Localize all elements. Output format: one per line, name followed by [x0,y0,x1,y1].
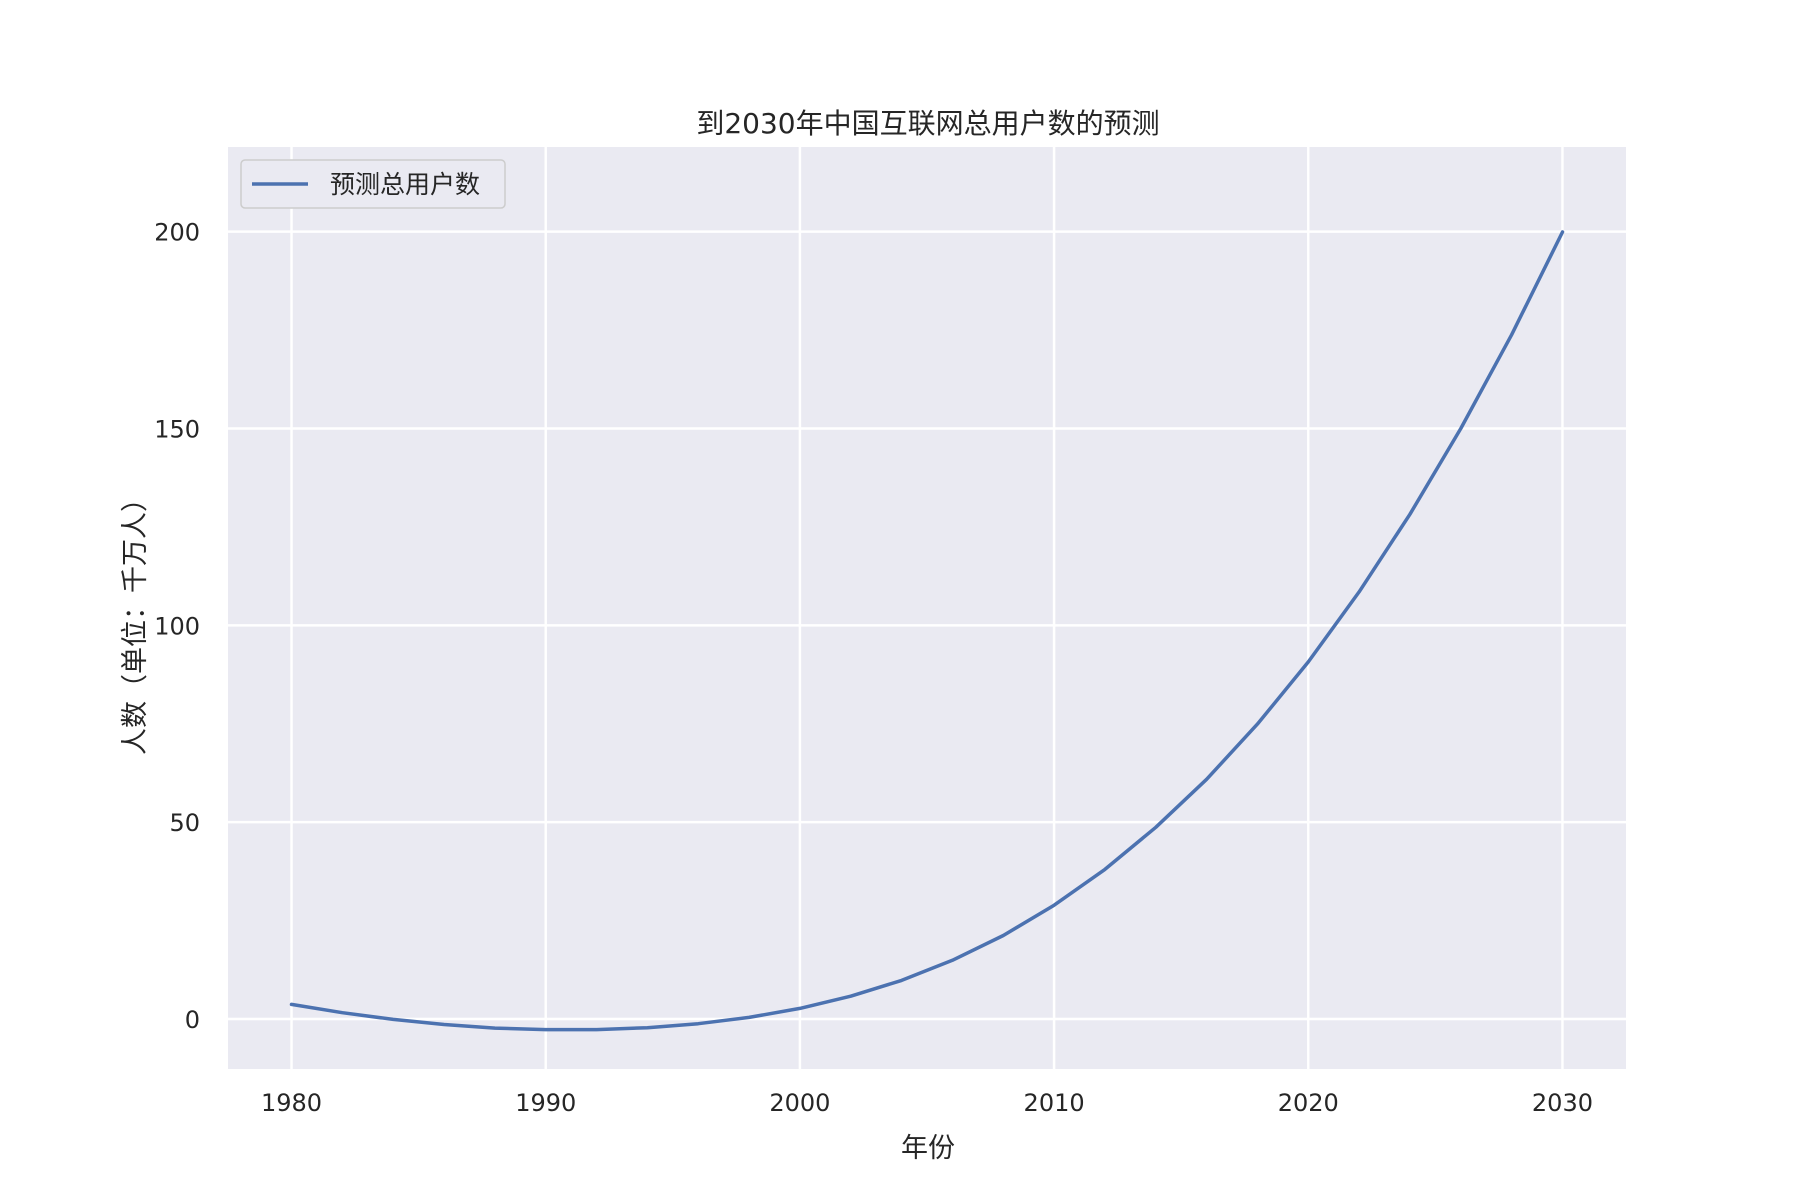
series-layer [289,230,1565,1032]
tick-labels: 1980 1990 2000 2010 2020 2030 0 50 100 150 200 [154,219,1593,1117]
x-tick-label: 2010 [1024,1089,1085,1117]
series-line [289,230,1565,1032]
legend-label: 预测总用户数 [330,170,480,199]
grid-lines [228,147,1626,1069]
x-tick-label: 1990 [515,1089,576,1117]
y-tick-label: 0 [185,1006,200,1034]
y-tick-label: 50 [169,809,200,837]
y-axis-label: 人数（单位：千万人） [120,485,151,755]
x-tick-label: 2000 [769,1089,830,1117]
x-tick-label: 2030 [1532,1089,1593,1117]
y-tick-label: 200 [154,219,200,247]
legend: 预测总用户数 [240,159,506,209]
plot-area [228,147,1626,1069]
y-tick-label: 150 [154,415,200,443]
x-tick-label: 1980 [261,1089,322,1117]
y-tick-label: 100 [154,612,200,640]
chart-title: 到2030年中国互联网总用户数的预测 [696,107,1159,140]
x-axis-label: 年份 [901,1133,955,1164]
legend-frame [240,159,506,209]
x-tick-label: 2020 [1278,1089,1339,1117]
